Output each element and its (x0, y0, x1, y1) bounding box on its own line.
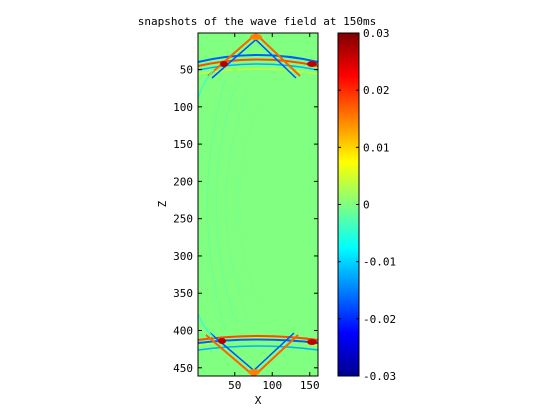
upper-diagonal-right-2 (251, 35, 297, 79)
upper-diagonal-left (207, 33, 257, 77)
central-arc-4 (206, 79, 226, 331)
chart-title: snapshots of the wave field at 150ms (138, 15, 376, 28)
y-tick-label: 400 (173, 325, 193, 338)
y-tick-label: 300 (173, 250, 193, 263)
upper-diagonal-right (255, 33, 301, 77)
y-tick-label: 250 (173, 213, 193, 226)
colorbar-tick-label: 0.03 (363, 27, 390, 40)
colorbar: 0.03 0.02 0.01 0 -0.01 -0.02 -0.03 (337, 27, 396, 383)
lower-hotspot-right (307, 339, 317, 345)
y-tick-label: 200 (173, 175, 193, 188)
x-tick-label: 100 (262, 379, 282, 392)
plot-frame (197, 32, 319, 377)
lower-curve-4 (197, 345, 319, 351)
central-arcs (206, 79, 263, 331)
lower-diagonal-right-2 (249, 332, 295, 375)
upper-curve-3 (197, 63, 319, 71)
upper-hotspot-top (250, 34, 262, 40)
lower-diagonal-right (253, 334, 299, 377)
y-tick-label: 100 (173, 101, 193, 114)
colorbar-gradient (337, 32, 360, 377)
lower-diagonal-left (205, 334, 255, 377)
central-arc-3 (237, 99, 263, 309)
colorbar-tick-label: -0.01 (363, 256, 396, 269)
lower-curve-1 (197, 337, 319, 347)
colorbar-tick-label: -0.02 (363, 313, 396, 326)
lower-wavefront (197, 313, 319, 377)
colorbar-tick-label: -0.03 (363, 370, 396, 383)
y-tick-label: 150 (173, 138, 193, 151)
colorbar-tick-label: 0 (363, 199, 370, 212)
y-tick-label: 450 (173, 362, 193, 375)
heatmap-background (198, 33, 318, 376)
heatmap-plot (197, 32, 319, 377)
central-arc-1 (215, 84, 237, 324)
lower-curve-3 (197, 338, 319, 344)
colorbar-tick-label: 0.01 (363, 141, 390, 154)
y-tick-label: 350 (173, 287, 193, 300)
lower-hotspot-bottom (248, 369, 260, 375)
upper-left-tail (197, 69, 215, 99)
upper-hotspot-right (307, 61, 317, 67)
colorbar-tick-label: 0.02 (363, 84, 390, 97)
y-axis-ticks: 50 100 150 200 250 300 350 400 450 (173, 64, 318, 375)
x-tick-label: 50 (228, 379, 241, 392)
upper-diagonal-left-2 (211, 35, 261, 79)
x-axis-label: X (255, 394, 262, 407)
upper-curve-2 (197, 58, 319, 67)
upper-curve-1 (197, 54, 319, 63)
lower-diagonal-left-2 (209, 332, 259, 375)
upper-wavefront (197, 33, 319, 99)
lower-left-tail (197, 313, 215, 339)
lower-hotspot-left (218, 338, 226, 344)
upper-hotspot-left (220, 61, 228, 67)
central-arc-2 (225, 91, 249, 317)
y-axis-label: Z (156, 200, 169, 207)
x-tick-label: 150 (300, 379, 320, 392)
y-tick-label: 50 (180, 64, 193, 77)
colorbar-ticks: 0.03 0.02 0.01 0 -0.01 -0.02 -0.03 (338, 27, 396, 383)
x-axis-ticks: 50 100 150 (228, 33, 320, 392)
